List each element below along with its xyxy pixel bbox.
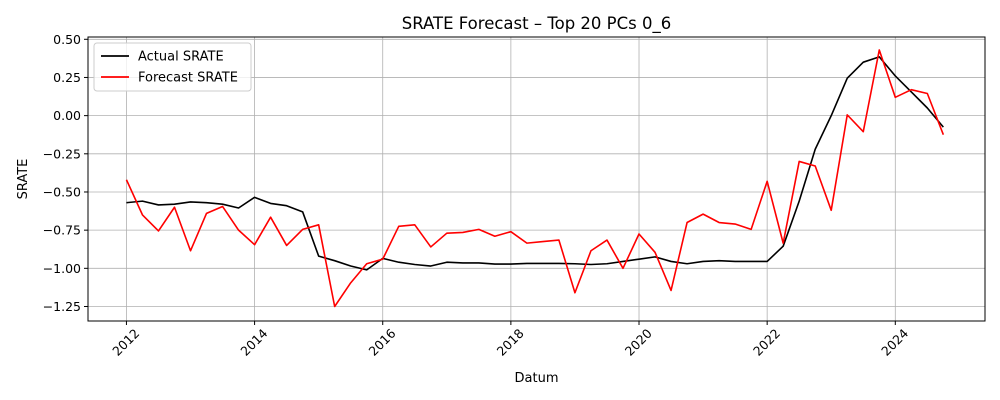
y-tick-label: 0.00 [53,108,81,123]
y-tick-label: −1.25 [43,299,81,314]
plot-frame [87,36,986,322]
y-axis: −1.25 −1.00 −0.75 −0.50 −0.25 0.00 0.25 0.50 [43,32,88,314]
legend: Actual SRATE Forecast SRATE [93,42,252,92]
x-axis-title: Datum [515,371,559,386]
grid [88,37,985,321]
chart-title: SRATE Forecast – Top 20 PCs 0_6 [402,14,671,34]
series-line-forecast-srate [125,49,945,308]
y-tick-label: −0.75 [43,223,81,238]
y-tick-label: 0.50 [53,32,81,47]
y-tick-label: 0.25 [53,70,81,85]
series-layer [125,49,945,308]
legend-box [93,42,252,92]
y-tick-label: −0.50 [43,184,81,199]
series-line-actual-srate [126,56,944,271]
legend-label-forecast-srate: Forecast SRATE [138,71,238,86]
legend-label-actual-srate: Actual SRATE [138,50,224,65]
y-axis-title: SRATE [16,159,31,200]
y-tick-label: −0.25 [43,146,81,161]
y-tick-label: −1.00 [43,261,81,276]
